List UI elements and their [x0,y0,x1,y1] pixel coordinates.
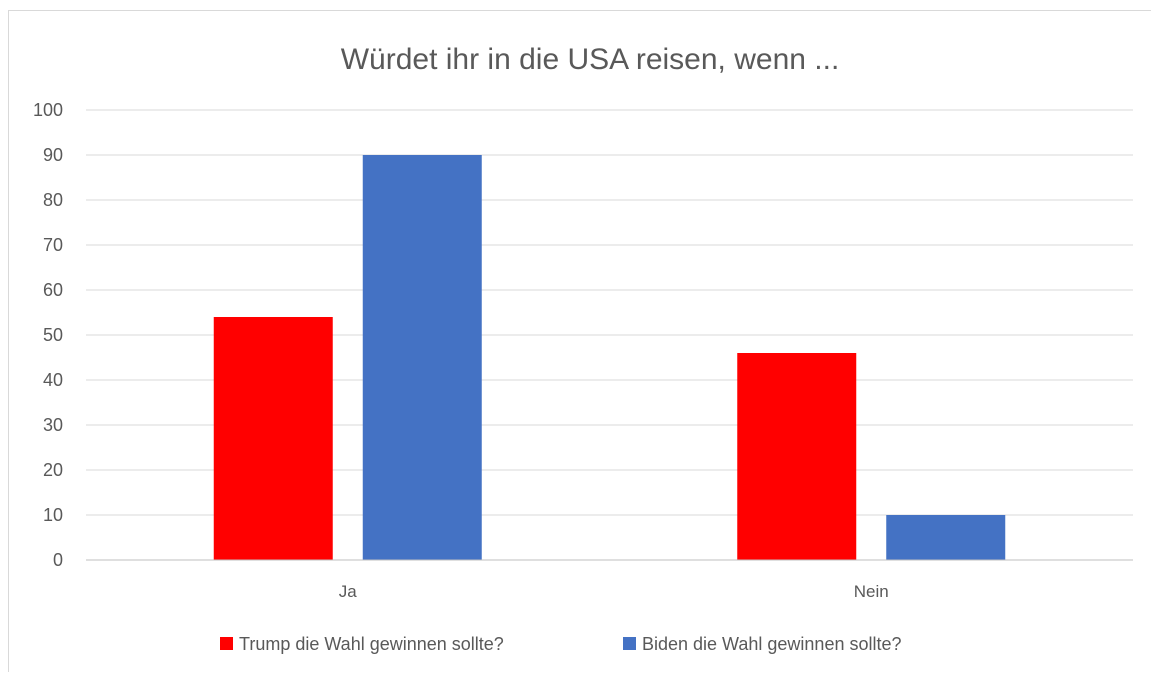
y-tick-label-70: 70 [43,235,63,255]
legend-swatch-2 [623,637,636,650]
gridlines [86,109,1133,516]
bar-nein-series-1 [737,353,857,560]
bar-ja-series-1 [213,317,333,560]
y-tick-label-0: 0 [53,550,63,570]
y-tick-label-50: 50 [43,325,63,345]
y-tick-label-40: 40 [43,370,63,390]
y-tick-label-20: 20 [43,460,63,480]
y-tick-label-90: 90 [43,145,63,165]
legend-label-1: Trump die Wahl gewinnen sollte? [239,634,504,654]
y-tick-label-10: 10 [43,505,63,525]
y-tick-label-60: 60 [43,280,63,300]
legend-label-2: Biden die Wahl gewinnen sollte? [642,634,902,654]
bar-nein-series-2 [886,515,1006,560]
bar-ja-series-2 [362,155,482,560]
x-category-label-nein: Nein [854,582,889,601]
legend: Trump die Wahl gewinnen sollte? Biden die… [220,634,902,654]
bars [213,155,1006,560]
y-axis-tick-labels: 0 10 20 30 40 50 60 70 80 90 100 [33,100,63,570]
y-tick-label-30: 30 [43,415,63,435]
legend-swatch-1 [220,637,233,650]
chart-frame [8,10,1151,672]
y-tick-label-100: 100 [33,100,63,120]
chart-title: Würdet ihr in die USA reisen, wenn ... [341,43,840,76]
x-axis-category-labels: Ja Nein [339,582,889,601]
x-category-label-ja: Ja [339,582,358,601]
y-tick-label-80: 80 [43,190,63,210]
